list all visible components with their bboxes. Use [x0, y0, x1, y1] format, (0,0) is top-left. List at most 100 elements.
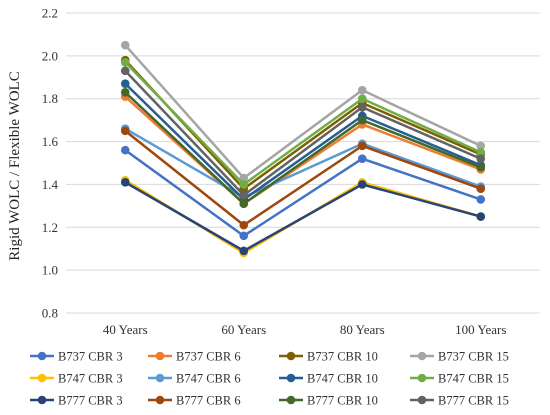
data-point [357, 94, 367, 104]
legend-marker [155, 395, 165, 405]
legend-marker [286, 351, 296, 361]
data-point [357, 85, 367, 95]
series-line [124, 69, 482, 197]
series-line [124, 95, 482, 205]
data-point [357, 102, 367, 112]
series-group [120, 40, 486, 183]
data-point [476, 184, 486, 194]
y-tick-label: 1.2 [42, 220, 58, 235]
x-tick-label: 60 Years [221, 322, 266, 337]
y-tick-label: 2.0 [42, 48, 58, 63]
series-line [124, 127, 482, 199]
series-group [120, 145, 486, 241]
data-point [476, 212, 486, 221]
legend-label: B777 CBR 10 [307, 393, 378, 407]
legend-label: B737 CBR 3 [58, 349, 123, 363]
series-line [124, 61, 482, 186]
y-tick-label: 1.0 [42, 263, 58, 278]
legend-marker [417, 373, 427, 383]
data-point [239, 190, 249, 200]
data-point [239, 180, 249, 189]
y-axis-title: Rigid WOLC / Flexible WOLC [7, 71, 23, 260]
legend-item: B747 CBR 15 [410, 371, 509, 385]
legend-label: B737 CBR 15 [438, 349, 509, 363]
x-tick-label: 40 Years [103, 322, 148, 337]
y-tick-label: 1.6 [42, 134, 59, 149]
data-point [476, 154, 486, 164]
data-point [357, 141, 367, 151]
legend-label: B777 CBR 3 [58, 393, 123, 407]
legend-item: B737 CBR 3 [30, 349, 123, 363]
series-line [124, 129, 482, 227]
series-group [120, 57, 486, 189]
series-line [124, 181, 482, 253]
legend-item: B737 CBR 6 [148, 349, 241, 363]
data-point [357, 180, 367, 189]
legend-item: B777 CBR 10 [279, 393, 378, 407]
series-line [124, 149, 482, 238]
legend-item: B737 CBR 15 [410, 349, 509, 363]
data-point [239, 173, 249, 183]
series-line [124, 91, 482, 205]
data-point [239, 231, 249, 241]
legend-marker [155, 351, 165, 361]
x-tick-label: 100 Years [455, 322, 506, 337]
legend-item: B737 CBR 10 [279, 349, 378, 363]
data-point [120, 40, 130, 50]
data-point [239, 199, 249, 209]
data-point [120, 126, 130, 136]
y-tick-label: 0.8 [42, 306, 58, 321]
data-point [120, 87, 130, 97]
data-point [239, 246, 249, 256]
legend-item: B747 CBR 10 [279, 371, 378, 385]
data-point [357, 154, 367, 164]
legend-marker [37, 373, 47, 383]
legend-label: B747 CBR 15 [438, 371, 509, 385]
data-point [120, 145, 130, 155]
data-point [120, 177, 130, 187]
data-point [120, 79, 130, 89]
legend-label: B777 CBR 6 [176, 393, 241, 407]
legend-marker [417, 351, 427, 361]
legend-marker [286, 395, 296, 405]
series-lines [120, 40, 486, 258]
legend-label: B777 CBR 15 [438, 393, 509, 407]
data-point [476, 162, 486, 172]
legend-marker [417, 395, 427, 405]
series-group [120, 126, 486, 230]
data-point [476, 195, 486, 204]
series-group [120, 177, 486, 256]
legend-label: B747 CBR 6 [176, 371, 241, 385]
y-tick-label: 1.4 [42, 177, 59, 192]
legend-label: B737 CBR 10 [307, 349, 378, 363]
series-group [120, 87, 486, 209]
legend-item: B747 CBR 3 [30, 371, 123, 385]
y-tick-label: 2.2 [42, 6, 58, 21]
legend-label: B737 CBR 6 [176, 349, 241, 363]
legend-marker [37, 395, 47, 405]
y-tick-labels: 0.8 1.0 1.2 1.4 1.6 1.8 2.0 2.2 [42, 6, 59, 321]
data-point [120, 57, 130, 67]
legend-item: B747 CBR 6 [148, 371, 241, 385]
series-line [124, 82, 482, 201]
data-point [239, 220, 249, 230]
series-group [120, 66, 486, 200]
series-line [124, 44, 482, 180]
legend-marker [286, 373, 296, 383]
data-point [476, 147, 486, 157]
data-point [120, 66, 130, 76]
legend-item: B777 CBR 3 [30, 393, 123, 407]
legend-label: B747 CBR 3 [58, 371, 123, 385]
data-point [476, 141, 486, 151]
legend: B737 CBR 3 B737 CBR 6 B737 CBR 10 B737 CBR … [30, 349, 509, 407]
x-tick-labels: 40 Years 60 Years 80 Years 100 Years [103, 322, 507, 337]
x-tick-label: 80 Years [340, 322, 385, 337]
legend-marker [37, 351, 47, 361]
legend-label: B747 CBR 10 [307, 371, 378, 385]
legend-item: B777 CBR 15 [410, 393, 509, 407]
legend-item: B777 CBR 6 [148, 393, 241, 407]
legend-marker [155, 373, 165, 383]
y-tick-label: 1.8 [42, 91, 58, 106]
data-point [357, 115, 367, 125]
